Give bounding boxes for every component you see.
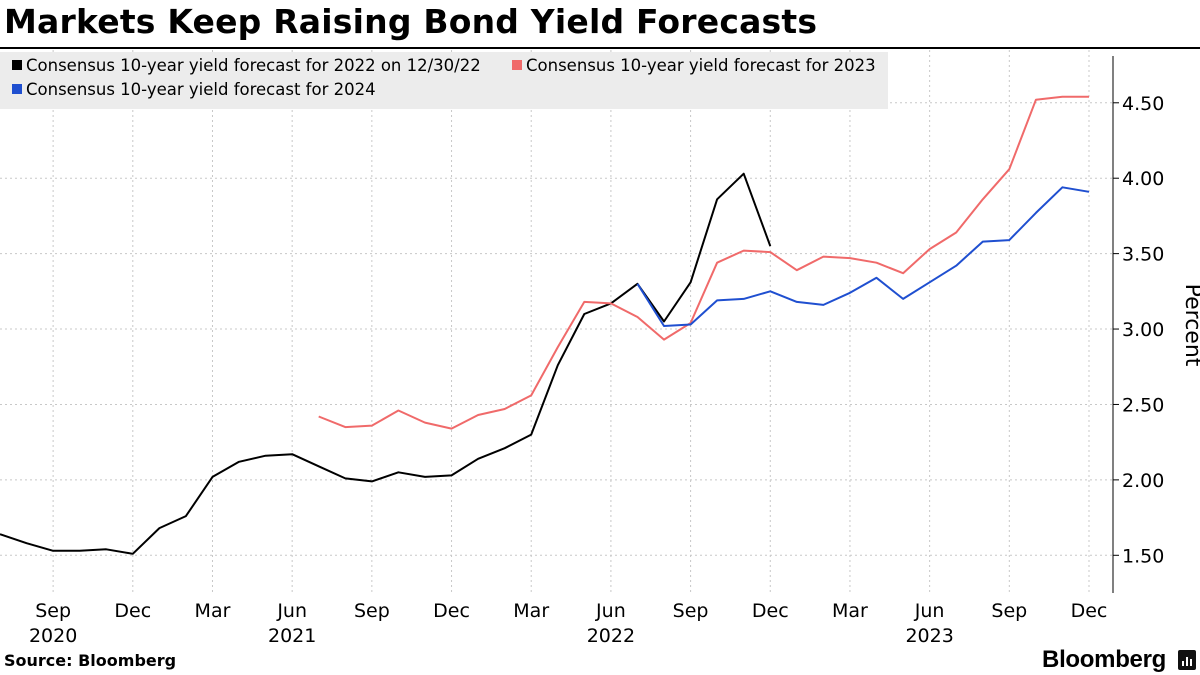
x-tick-label: Mar: [513, 600, 549, 622]
legend-label: Consensus 10-year yield forecast for 202…: [26, 80, 376, 99]
x-year-label: 2020: [29, 625, 77, 647]
brand-logo: Bloomberg: [1042, 646, 1166, 673]
x-tick-label: Sep: [991, 600, 1027, 622]
y-tick-label: 4.50: [1122, 93, 1164, 115]
series-line-1: [0, 172, 772, 555]
x-tick-label: Sep: [354, 600, 390, 622]
x-year-label: 2023: [905, 625, 953, 647]
x-tick-label: Dec: [114, 600, 151, 622]
y-tick-label: 2.50: [1122, 394, 1164, 416]
source-note: Source: Bloomberg: [4, 651, 177, 670]
y-tick-label: 2.00: [1122, 470, 1164, 492]
y-tick-label: 4.00: [1122, 168, 1164, 190]
x-tick-label: Jun: [914, 600, 945, 622]
x-tick-label: Jun: [276, 600, 307, 622]
legend-label: Consensus 10-year yield forecast for 202…: [26, 56, 481, 75]
chart-title: Markets Keep Raising Bond Yield Forecast…: [4, 2, 818, 41]
x-tick-label: Mar: [195, 600, 231, 622]
series-line-2: [318, 95, 1089, 430]
legend-background: [0, 52, 888, 109]
x-tick-label: Dec: [433, 600, 470, 622]
series-line-3: [636, 186, 1090, 327]
legend-label: Consensus 10-year yield forecast for 202…: [526, 56, 876, 75]
x-tick-label: Sep: [673, 600, 709, 622]
x-tick-label: Mar: [832, 600, 868, 622]
legend-swatch: [12, 84, 22, 94]
y-tick-label: 1.50: [1122, 545, 1164, 567]
x-tick-label: Sep: [35, 600, 71, 622]
y-tick-label: 3.50: [1122, 244, 1164, 266]
x-tick-label: Dec: [1071, 600, 1108, 622]
bloomberg-chart-icon: [1178, 650, 1196, 670]
legend: Consensus 10-year yield forecast for 202…: [0, 52, 888, 109]
legend-swatch: [12, 60, 22, 70]
x-tick-label: Dec: [752, 600, 789, 622]
y-tick-label: 3.00: [1122, 319, 1164, 341]
y-axis-label: Percent: [1180, 284, 1200, 367]
x-year-label: 2022: [587, 625, 635, 647]
x-tick-label: Jun: [595, 600, 626, 622]
x-year-label: 2021: [268, 625, 316, 647]
title-divider: [0, 47, 1200, 49]
legend-swatch: [512, 60, 522, 70]
